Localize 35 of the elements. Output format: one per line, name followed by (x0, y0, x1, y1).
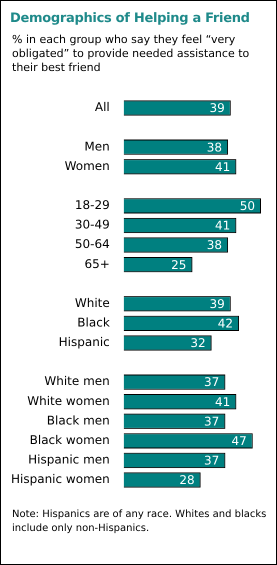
data-label: 28 (179, 473, 195, 488)
data-label: 39 (210, 101, 225, 116)
y-tick-label: Men (84, 139, 110, 154)
y-tick-label: 18-29 (74, 198, 110, 212)
data-label: 37 (204, 414, 220, 428)
y-tick-label: Black women (30, 432, 110, 447)
y-tick-label: Hispanic women (11, 472, 110, 486)
y-tick-label: 65+ (84, 256, 110, 271)
text: Note: Hispanics are of any race. Whites and blacks include only non-Hispanics. (12, 508, 268, 536)
y-tick-label: 30-49 (74, 218, 110, 232)
data-label: 38 (206, 238, 222, 252)
y-tick-label: Hispanic men (28, 452, 110, 467)
data-label: 37 (204, 375, 220, 390)
y-tick-label: White men (44, 374, 110, 388)
data-label: 47 (231, 434, 247, 448)
data-label: 25 (171, 258, 186, 272)
y-tick-label: Black men (46, 413, 110, 428)
data-label: 41 (215, 160, 230, 174)
y-tick-label: Hispanic (58, 335, 110, 350)
data-label: 37 (204, 454, 220, 468)
y-tick-label: Black (77, 315, 110, 330)
y-tick-label: All (94, 100, 110, 114)
y-tick-label: White (74, 296, 110, 310)
chart-subtitle: % in each group who say they feel “very obligated” to provide needed assistance to their best friend (12, 33, 250, 75)
data-label: 38 (206, 140, 222, 154)
chart-title: Demographics of Helping a Friend (10, 11, 250, 26)
data-label: 41 (215, 218, 230, 233)
data-label: 39 (210, 296, 225, 311)
data-label: 32 (190, 336, 206, 350)
y-tick-label: 50-64 (74, 237, 110, 252)
y-tick-label: White women (27, 394, 110, 408)
data-label: 50 (240, 199, 255, 214)
data-label: 41 (215, 394, 230, 409)
data-label: 42 (218, 316, 234, 330)
y-tick-label: Women (64, 158, 110, 173)
